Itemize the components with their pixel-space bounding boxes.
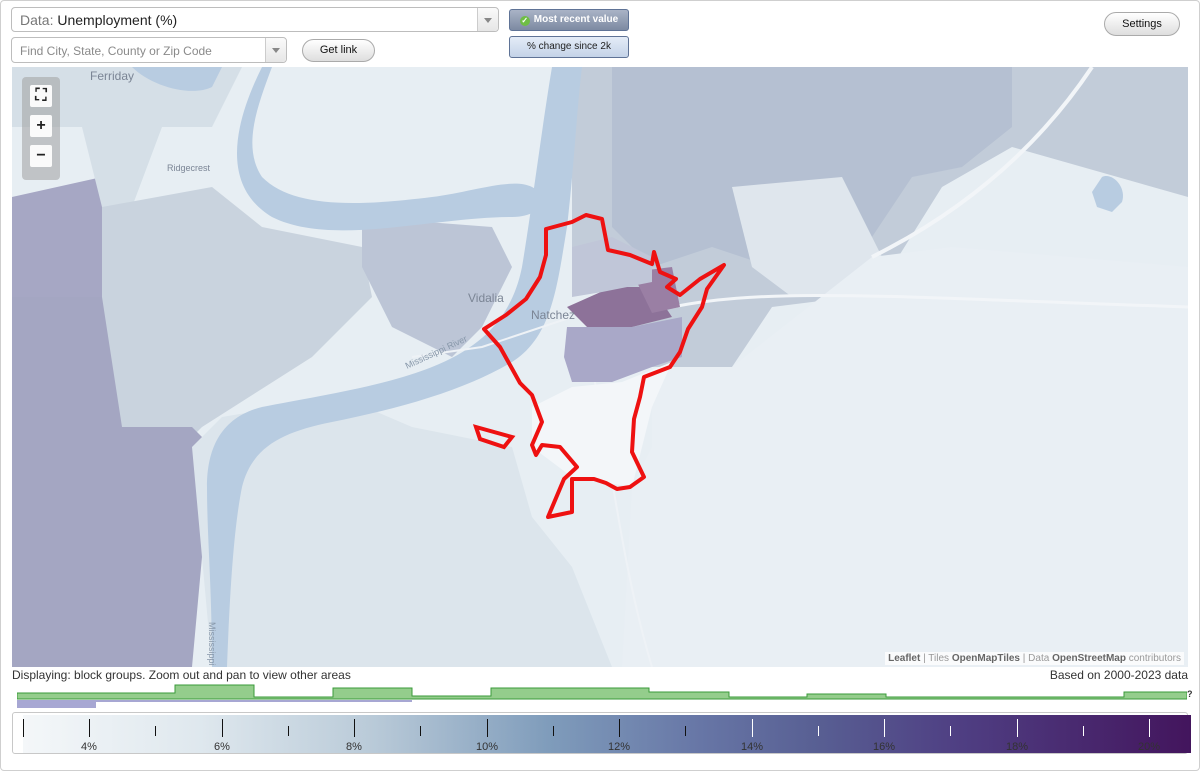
legend-tick (553, 726, 554, 736)
chevron-down-icon[interactable] (477, 8, 498, 31)
openmaptiles-link[interactable]: OpenMapTiles (951, 653, 1020, 664)
legend-label: 4% (81, 741, 97, 753)
legend-tick (619, 719, 620, 737)
histogram-selected (17, 700, 96, 708)
river-oxbow (237, 67, 543, 231)
data-basis: Based on 2000-2023 data (1049, 668, 1188, 682)
legend-label: 6% (214, 741, 230, 753)
attribution-sep: | Tiles (920, 653, 952, 664)
data-value: Unemployment (%) (57, 12, 178, 28)
legend-tick (487, 719, 488, 737)
legend-tick (1149, 719, 1150, 737)
color-legend: 4% 6% 8% 10% 12% 14% 16% 18% 20% (12, 712, 1191, 754)
legend-label: 14% (740, 741, 764, 753)
legend-tick (884, 719, 885, 737)
location-search[interactable] (11, 37, 287, 63)
legend-tick (1017, 719, 1018, 737)
get-link-button[interactable]: Get link (302, 39, 375, 62)
attribution-sep: | Data (1020, 653, 1053, 664)
leaflet-link[interactable]: Leaflet (888, 653, 921, 664)
legend-label: 10% (475, 741, 499, 753)
legend-tick (420, 726, 421, 736)
check-icon: ✓ (519, 16, 530, 26)
legend-label: 16% (872, 741, 896, 753)
legend-tick (89, 719, 90, 737)
block-group-north (572, 237, 652, 297)
attribution-suffix: contributors (1125, 653, 1181, 664)
place-label-ridgecrest: Ridgecrest (167, 163, 211, 173)
search-input[interactable] (18, 41, 262, 61)
region-mid-east (732, 177, 882, 297)
lake (1092, 176, 1123, 212)
map-attribution: Leaflet | Tiles OpenMapTiles | Data Open… (885, 652, 1184, 665)
region-southeast (622, 247, 1188, 667)
data-select-text: Data: Unemployment (%) (20, 12, 177, 28)
map-canvas: Mississippi River Mississippi (12, 67, 1188, 667)
legend-tick (155, 726, 156, 736)
region-northwest (12, 67, 242, 207)
settings-button[interactable]: Settings (1104, 12, 1180, 36)
map[interactable]: Mississippi River Mississippi ⛶ + − Ferr… (12, 67, 1188, 667)
place-label-vidalia: Vidalia (468, 291, 504, 305)
zoom-control: ⛶ + − (22, 77, 60, 180)
distribution-histogram (17, 684, 1187, 708)
data-prefix: Data: (20, 12, 54, 28)
percent-change-toggle[interactable]: % change since 2k (509, 36, 629, 58)
most-recent-value-toggle[interactable]: ✓ Most recent value (509, 9, 629, 31)
legend-tick (222, 719, 223, 737)
legend-tick (950, 726, 951, 736)
histogram-help-icon[interactable]: ? (1187, 689, 1193, 699)
data-select[interactable]: Data: Unemployment (%) (11, 7, 499, 32)
zoom-out-button[interactable]: − (30, 145, 52, 167)
legend-label: 18% (1005, 741, 1029, 753)
legend-tick (23, 719, 24, 737)
mississippi-river (207, 67, 582, 667)
openstreetmap-link[interactable]: OpenStreetMap (1052, 653, 1126, 664)
region-southwest (12, 297, 212, 667)
legend-label: 12% (607, 741, 631, 753)
zoom-in-button[interactable]: + (30, 115, 52, 137)
legend-tick (288, 726, 289, 736)
river-north (132, 67, 222, 91)
block-group-mid (564, 317, 682, 382)
legend-label: 8% (346, 741, 362, 753)
legend-tick (752, 719, 753, 737)
legend-tick (685, 726, 686, 736)
legend-tick (818, 726, 819, 736)
city-boundary (482, 213, 726, 519)
legend-gradient: 4% 6% 8% 10% 12% 14% 16% 18% 20% (23, 715, 1191, 753)
region-north (612, 67, 1012, 267)
place-label-ferriday: Ferriday (90, 69, 135, 83)
region-south (192, 397, 612, 667)
place-label-natchez: Natchez (531, 308, 576, 322)
legend-tick (1083, 726, 1084, 736)
region-vidalia (362, 217, 512, 357)
fullscreen-icon[interactable]: ⛶ (30, 85, 52, 107)
legend-tick (354, 719, 355, 737)
legend-label: 20% (1137, 741, 1161, 753)
chevron-down-icon[interactable] (265, 38, 286, 62)
display-status: Displaying: block groups. Zoom out and p… (12, 668, 351, 682)
city-boundary-detached (472, 424, 516, 450)
road-label-mississippi: Mississippi (207, 622, 217, 666)
most-recent-label: Most recent value (533, 14, 619, 25)
region-west-mid (102, 187, 372, 467)
